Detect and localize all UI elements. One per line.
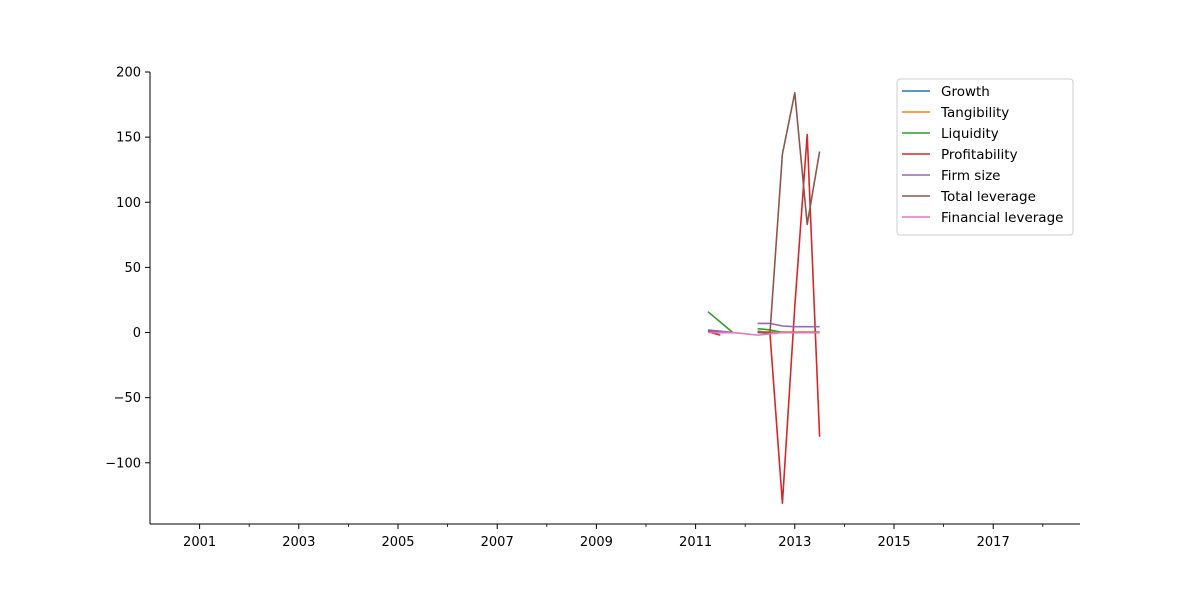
series-line-profitability-1 (757, 133, 821, 504)
x-tick-label: 2011 (679, 535, 712, 550)
x-tick-label: 2007 (481, 535, 514, 550)
legend-label-growth: Growth (941, 84, 990, 100)
x-ticks: 2001 2003 2005 2007 2009 2011 2013 2015 2017 (183, 524, 1044, 550)
x-tick-label: 2009 (580, 535, 613, 550)
x-tick-label: 2005 (381, 535, 414, 550)
legend-label-firm-size: Firm size (941, 168, 1000, 184)
legend-label-financial-leverage: Financial leverage (941, 210, 1063, 226)
legend: Growth Tangibility Liquidity Profitability F… (896, 78, 1074, 236)
y-tick-label: 150 (116, 131, 141, 146)
y-tick-label: 200 (116, 66, 141, 81)
y-tick-label: 50 (124, 261, 141, 276)
y-tick-label: 100 (116, 196, 141, 211)
y-ticks: −100 −50 0 50 100 150 200 (105, 66, 150, 471)
series-line-liquidity-0 (707, 311, 734, 334)
plot-lines (707, 92, 821, 504)
series-line-firm-size-1 (757, 322, 820, 328)
legend-label-profitability: Profitability (941, 147, 1018, 163)
x-tick-label: 2017 (977, 535, 1010, 550)
x-tick-label: 2015 (877, 535, 910, 550)
axes: 2001 2003 2005 2007 2009 2011 2013 2015 2017 −10… (105, 66, 1080, 550)
x-tick-label: 2001 (183, 535, 216, 550)
legend-box (896, 78, 1074, 236)
legend-label-liquidity: Liquidity (941, 126, 999, 142)
x-tick-label: 2013 (778, 535, 811, 550)
legend-label-total-leverage: Total leverage (940, 189, 1036, 205)
series-line-financial-leverage-0 (708, 331, 820, 336)
y-tick-label: −100 (105, 456, 141, 471)
series-line-total-leverage-1 (757, 92, 821, 334)
legend-label-tangibility: Tangibility (940, 105, 1009, 121)
x-tick-label: 2003 (282, 535, 315, 550)
y-tick-label: 0 (133, 326, 141, 341)
y-tick-label: −50 (114, 391, 141, 406)
